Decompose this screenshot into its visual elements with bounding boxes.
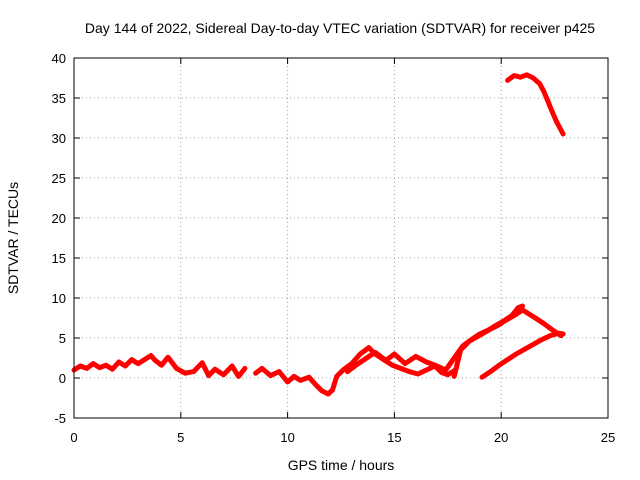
x-tick-label: 10 [280, 430, 294, 445]
series-trace-a-main [71, 353, 248, 379]
series-trace-d [479, 330, 566, 380]
y-tick-label: -5 [54, 411, 66, 426]
axis-ticks: 0 5 10 15 20 25 -5 0 5 10 15 20 25 30 35 40 [52, 51, 616, 445]
y-axis-label: SDTVAR / TECUs [5, 182, 21, 294]
chart-title: Day 144 of 2022, Sidereal Day-to-day VTE… [85, 20, 595, 36]
x-tick-label: 0 [70, 430, 77, 445]
y-tick-label: 0 [59, 371, 66, 386]
series-trace-a-mid [253, 345, 457, 397]
x-tick-label: 20 [494, 430, 508, 445]
y-tick-label: 35 [52, 91, 66, 106]
y-tick-label: 25 [52, 171, 66, 186]
x-axis-label: GPS time / hours [288, 457, 395, 473]
series-trace-c [451, 303, 526, 379]
y-tick-label: 15 [52, 251, 66, 266]
y-tick-label: 20 [52, 211, 66, 226]
x-tick-label: 5 [177, 430, 184, 445]
x-tick-label: 25 [601, 430, 615, 445]
y-tick-label: 30 [52, 131, 66, 146]
x-tick-label: 15 [387, 430, 401, 445]
y-tick-label: 10 [52, 291, 66, 306]
series-trace-e [505, 72, 566, 137]
y-tick-label: 40 [52, 51, 66, 66]
plot-frame [73, 57, 609, 419]
grid [74, 58, 608, 418]
series-group [71, 72, 566, 397]
y-tick-label: 5 [59, 331, 66, 346]
